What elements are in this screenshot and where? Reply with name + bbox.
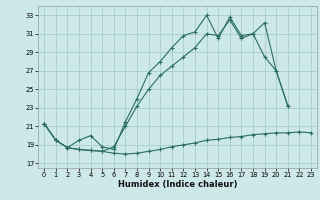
- X-axis label: Humidex (Indice chaleur): Humidex (Indice chaleur): [118, 180, 237, 189]
